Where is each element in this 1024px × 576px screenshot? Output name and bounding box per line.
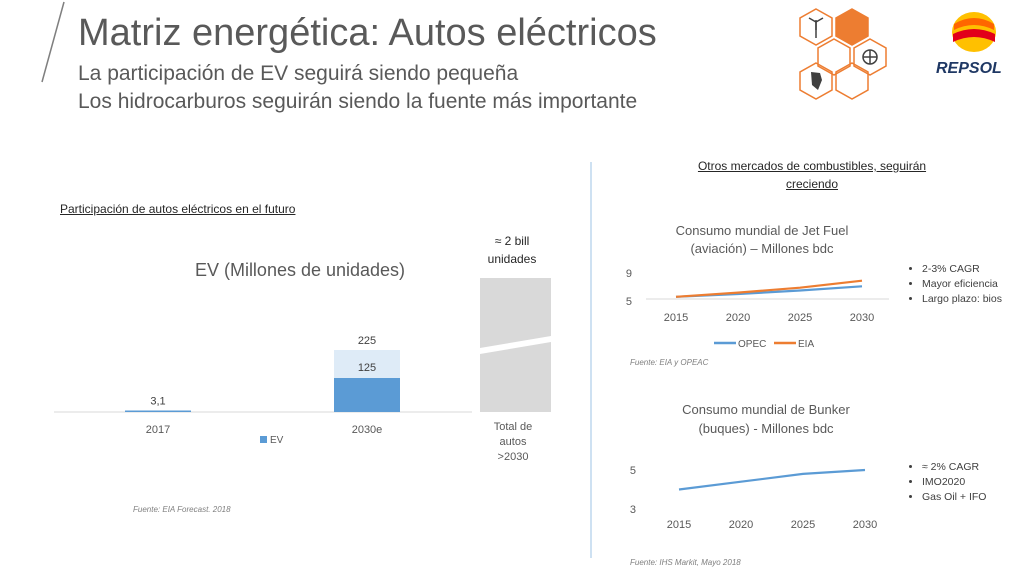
empty-hexagon-2 (835, 62, 869, 100)
y-tick-label: 3 (630, 504, 636, 516)
x-tick-label: 2020 (726, 312, 750, 324)
break-mark (480, 336, 551, 354)
legend-label-eia: EIA (798, 339, 814, 350)
bunker-bullets: ≈ 2% CAGR IMO2020 Gas Oil + IFO (908, 460, 1018, 505)
x-tick-label: 2017 (146, 424, 170, 436)
legend-swatch-ev (260, 436, 267, 443)
y-tick-label: 5 (630, 465, 636, 477)
y-tick-label: 5 (626, 296, 632, 308)
energy-hexagons-icon (799, 8, 887, 100)
ev-source: Fuente: EIA Forecast. 2018 (133, 505, 231, 514)
x-tick-label: 2020 (729, 519, 753, 531)
wind-turbine-hexagon (799, 8, 833, 46)
subtitle-2: Los hidrocarburos seguirán siendo la fue… (78, 90, 638, 113)
x-tick-label: 2030 (853, 519, 877, 531)
total-label-line-2: autos (499, 436, 527, 448)
total-cars-bar (480, 278, 551, 412)
chart-title: EV (Millones de unidades) (195, 260, 405, 280)
x-tick-label: 2030e (352, 424, 383, 436)
x-tick-label: 2025 (788, 312, 812, 324)
bullet-item: Mayor eficiencia (922, 277, 1018, 292)
x-tick-label: 2025 (791, 519, 815, 531)
other-markets-title-line-2: creciendo (785, 177, 839, 191)
peru-map-hexagon (799, 62, 833, 100)
bullet-item: Largo plazo: bios (922, 292, 1018, 307)
bar-2030e-total (334, 350, 400, 378)
ev-section-title: Participación de autos eléctricos en el … (60, 202, 296, 216)
data-label-2017: 3,1 (150, 396, 165, 408)
jet-fuel-bullets: 2-3% CAGR Mayor eficiencia Largo plazo: … (908, 262, 1018, 307)
solid-hexagon (835, 8, 869, 46)
bullet-item: 2-3% CAGR (922, 262, 1018, 277)
bill-label-line-2: unidades (487, 252, 537, 266)
chart-title-line-1: Consumo mundial de Bunker (682, 402, 850, 417)
page-title: Matriz energética: Autos eléctricos (78, 12, 657, 54)
chart-title-line-1: Consumo mundial de Jet Fuel (676, 223, 849, 238)
chart-title-line-2: (aviación) – Millones bdc (690, 241, 834, 256)
repsol-wordmark: REPSOL (936, 60, 1002, 77)
bar-2030e (334, 378, 400, 412)
repsol-logo-icon (952, 12, 996, 52)
chart-title-line-2: (buques) - Millones bdc (698, 421, 834, 436)
globe-hexagon (853, 38, 887, 76)
jet-fuel-line-chart: Consumo mundial de Jet Fuel (aviación) –… (626, 223, 889, 350)
bunker-line-chart: Consumo mundial de Bunker (buques) - Mil… (630, 402, 877, 531)
bill-units-label: ≈ 2 bill unidades (472, 232, 552, 268)
jet-fuel-source: Fuente: EIA y OPEAC (630, 358, 709, 367)
total-cars-label: Total de autos >2030 (475, 420, 551, 465)
bill-label-line-1: ≈ 2 bill (494, 234, 530, 248)
series-line-eia (675, 279, 863, 298)
subtitle-1: La participación de EV seguirá siendo pe… (78, 62, 519, 85)
x-tick-label: 2015 (664, 312, 688, 324)
bunker-source: Fuente: IHS Markit, Mayo 2018 (630, 558, 741, 567)
other-markets-title-line-1: Otros mercados de combustibles, seguirán (697, 159, 927, 173)
total-label-line-1: Total de (493, 421, 533, 433)
legend-label-opec: OPEC (738, 339, 766, 350)
data-label-2030e: 125 (358, 362, 376, 374)
x-tick-label: 2015 (667, 519, 691, 531)
bar-2017 (125, 410, 191, 412)
bullet-item: IMO2020 (922, 475, 1018, 490)
legend-label-ev: EV (270, 435, 284, 446)
x-tick-label: 2030 (850, 312, 874, 324)
bullet-item: ≈ 2% CAGR (922, 460, 1018, 475)
decorative-slash (41, 1, 65, 83)
data-label-total: 225 (358, 335, 376, 347)
series-line-0 (678, 468, 866, 491)
bullet-item: Gas Oil + IFO (922, 490, 1018, 505)
other-markets-title: Otros mercados de combustibles, seguirán… (672, 157, 952, 193)
y-tick-label: 9 (626, 268, 632, 280)
vertical-divider (590, 162, 592, 558)
empty-hexagon (817, 38, 851, 76)
ev-bar-chart: EV (Millones de unidades) 3,1 2017 225 125 2… (54, 260, 472, 446)
total-label-line-3: >2030 (497, 451, 529, 463)
